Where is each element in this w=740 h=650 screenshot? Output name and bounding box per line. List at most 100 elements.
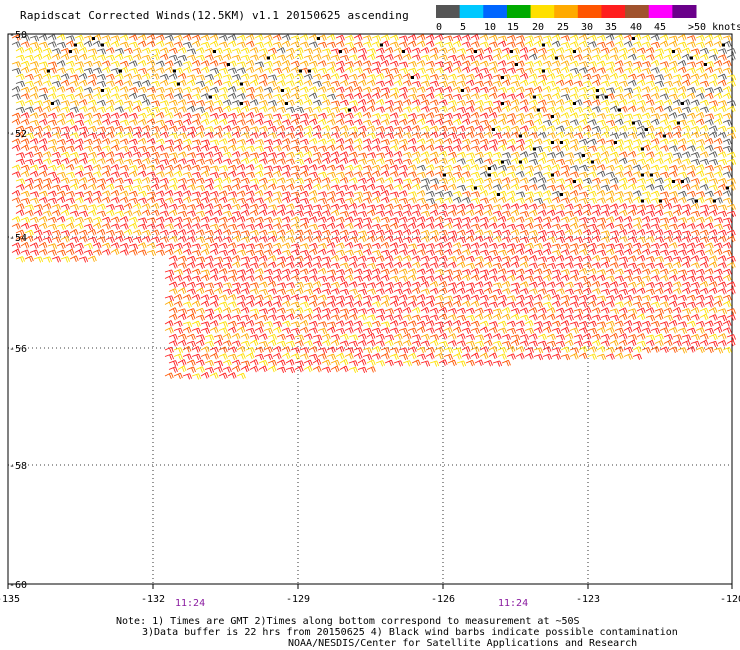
- wind-barb: [443, 222, 453, 230]
- wind-barb: [195, 210, 206, 218]
- wind-barb: [195, 131, 205, 139]
- wind-barb: [474, 256, 484, 263]
- wind-barb: [209, 217, 219, 224]
- wind-barb: [344, 274, 354, 282]
- wind-barb: [254, 86, 264, 93]
- wind-barb: [308, 216, 318, 223]
- wind-barb: [681, 151, 691, 158]
- wind-barb: [101, 118, 111, 126]
- wind-barb: [137, 163, 147, 171]
- wind-barb: [686, 112, 696, 120]
- wind-barb: [717, 314, 728, 322]
- x-tick-label: -135: [0, 594, 20, 605]
- wind-barb: [614, 171, 624, 178]
- wind-barb: [402, 236, 413, 244]
- wind-barb: [726, 308, 737, 315]
- wind-barb: [524, 144, 534, 152]
- wind-barb: [168, 360, 178, 367]
- wind-barb: [623, 139, 634, 146]
- wind-barb: [470, 249, 480, 256]
- wind-barb: [276, 47, 286, 54]
- contamination-marker: [209, 95, 212, 99]
- wind-barb: [200, 294, 210, 301]
- wind-barb: [416, 326, 426, 334]
- wind-barb: [227, 269, 238, 276]
- wind-barb: [33, 47, 43, 54]
- wind-barb: [245, 190, 255, 197]
- wind-barb: [695, 118, 705, 126]
- wind-barb: [605, 268, 615, 275]
- wind-barb: [398, 118, 408, 126]
- wind-barb: [240, 151, 250, 158]
- wind-barb: [713, 248, 723, 256]
- wind-barb: [510, 203, 520, 210]
- wind-barb: [452, 300, 462, 308]
- wind-barb: [294, 125, 304, 132]
- wind-barb: [722, 249, 733, 257]
- wind-barb: [713, 190, 723, 197]
- wind-barb: [213, 334, 224, 341]
- wind-barb: [276, 131, 286, 139]
- wind-barb: [623, 92, 633, 100]
- wind-barb: [398, 67, 409, 75]
- wind-barb: [209, 34, 219, 41]
- wind-barb: [582, 106, 592, 113]
- wind-barb: [654, 99, 664, 107]
- wind-barb: [569, 41, 579, 48]
- wind-barb: [564, 183, 574, 191]
- legend-label: >50 knots: [688, 22, 740, 33]
- wind-barb: [195, 262, 205, 269]
- wind-barb: [285, 158, 295, 165]
- wind-barb: [240, 230, 251, 237]
- wind-barb: [119, 145, 130, 153]
- wind-barb: [47, 216, 57, 224]
- wind-barb: [164, 269, 175, 276]
- wind-barb: [618, 307, 628, 314]
- wind-barb: [506, 93, 516, 100]
- wind-barb: [38, 61, 49, 68]
- wind-barb: [443, 60, 453, 68]
- wind-barb: [263, 268, 273, 276]
- wind-barb: [20, 242, 30, 249]
- wind-barb: [402, 183, 412, 191]
- wind-barb: [416, 67, 426, 74]
- wind-barb: [285, 308, 296, 315]
- wind-barb: [456, 261, 466, 269]
- wind-barb: [258, 131, 268, 139]
- wind-barb: [654, 74, 665, 81]
- wind-barb: [573, 80, 583, 87]
- wind-barb: [510, 209, 520, 217]
- wind-barb: [537, 54, 547, 61]
- wind-barb: [344, 191, 355, 198]
- wind-barb: [326, 242, 336, 249]
- wind-barb: [155, 190, 165, 197]
- wind-barb: [51, 48, 61, 55]
- contamination-marker: [641, 199, 644, 203]
- wind-barb: [132, 80, 143, 88]
- wind-barb: [182, 61, 192, 68]
- wind-barb: [438, 74, 449, 81]
- wind-barb: [677, 269, 688, 276]
- wind-barb: [366, 74, 376, 81]
- wind-barb: [452, 294, 462, 302]
- wind-barb: [578, 138, 588, 146]
- wind-barb: [330, 80, 340, 87]
- wind-barb: [258, 255, 268, 262]
- wind-barb: [168, 132, 179, 140]
- wind-barb: [357, 152, 368, 159]
- wind-barb: [276, 125, 286, 132]
- wind-barb: [717, 281, 727, 289]
- wind-barb: [24, 73, 34, 81]
- wind-barb: [717, 178, 727, 185]
- wind-barb: [204, 236, 215, 244]
- wind-barb: [542, 301, 553, 309]
- wind-barb: [236, 34, 246, 42]
- wind-barb: [191, 87, 201, 94]
- wind-barb: [537, 307, 547, 314]
- wind-barb: [555, 151, 565, 158]
- wind-barb: [479, 242, 489, 249]
- wind-barb: [407, 60, 417, 68]
- wind-barb: [348, 307, 358, 315]
- wind-barb: [29, 86, 39, 93]
- wind-barb: [191, 119, 201, 126]
